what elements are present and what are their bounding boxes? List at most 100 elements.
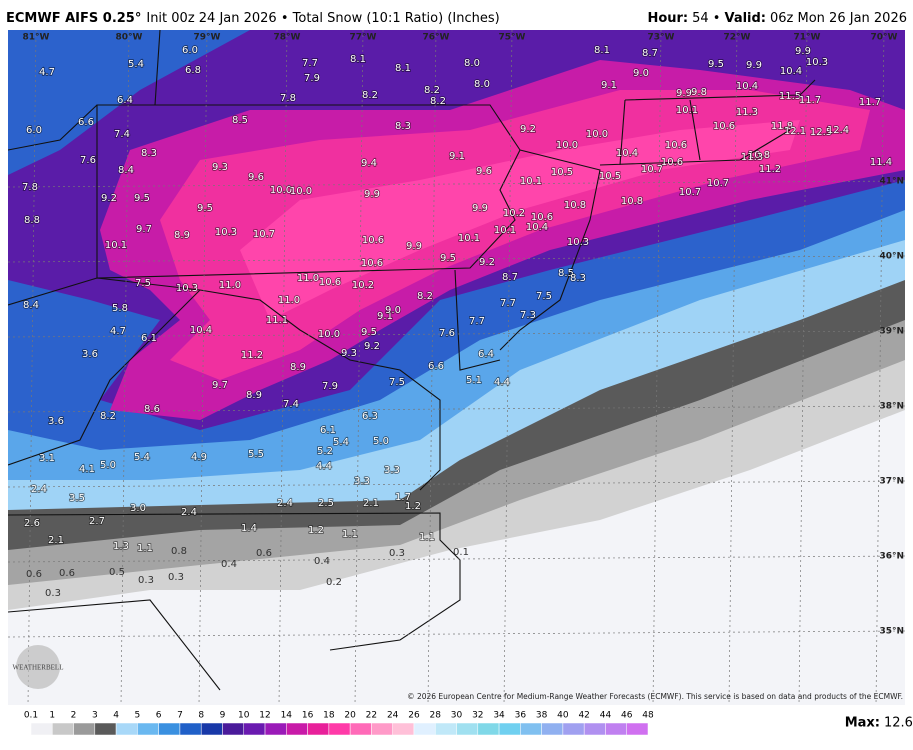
snow-total-label: 9.1: [449, 151, 465, 162]
value-labels: 4.7 5.4 6.0 6.8 6.4 6.6 6.0 7.4 7.6 7.8 8.8 8.3 8.4 9…: [21, 44, 893, 599]
header-left: ECMWF AIFS 0.25° Init 00z 24 Jan 2026 • T…: [6, 11, 500, 26]
snow-total-label: 0.3: [45, 588, 61, 599]
colorbar-tick-label: 20: [344, 711, 356, 721]
snow-total-label: 5.0: [100, 460, 116, 471]
snow-total-label: 6.0: [26, 125, 42, 136]
snow-total-label: 6.4: [117, 95, 133, 106]
longitude-label: 79°W: [194, 33, 221, 43]
snow-total-label: 9.5: [134, 193, 150, 204]
snow-total-label: 9.2: [101, 193, 117, 204]
colorbar-swatch: [434, 722, 457, 736]
run-info: Init 00z 24 Jan 2026 • Total Snow (10:1 …: [146, 11, 499, 26]
snow-total-label: 10.3: [567, 237, 589, 248]
longitude-label: 73°W: [648, 33, 675, 43]
snow-total-label: 8.5: [558, 268, 574, 279]
snow-total-label: 6.6: [428, 361, 444, 372]
colorbar-tick-label: 26: [408, 711, 420, 721]
snow-total-label: 10.4: [616, 148, 638, 159]
snow-total-label: 5.0: [373, 436, 389, 447]
longitude-label: 78°W: [274, 33, 301, 43]
colorbar-swatch: [30, 722, 53, 736]
colorbar-tick-label: 8: [198, 711, 204, 721]
colorbar-tick-label: 9: [220, 711, 226, 721]
snow-total-label: 11.5: [779, 91, 801, 102]
snow-total-label: 10.5: [551, 167, 573, 178]
snow-total-label: 2.4: [181, 507, 197, 518]
snow-total-label: 9.7: [212, 380, 228, 391]
snow-total-label: 2.6: [24, 518, 40, 529]
snow-total-label: 9.8: [691, 87, 707, 98]
snow-total-label: 7.6: [80, 155, 96, 166]
snow-total-label: 0.2: [326, 577, 342, 588]
snow-total-label: 0.1: [453, 547, 469, 558]
max-value: 12.6: [884, 716, 913, 731]
snow-total-label: 9.1: [601, 80, 617, 91]
snow-total-label: 8.4: [23, 300, 39, 311]
snow-total-label: 12.5: [810, 127, 832, 138]
snow-total-label: 11.2: [241, 350, 263, 361]
snow-total-label: 10.0: [586, 129, 608, 140]
colorbar-swatch: [371, 722, 393, 736]
state-border: [8, 30, 161, 306]
colorbar-tick-label: 34: [493, 711, 505, 721]
snow-total-label: 10.6: [661, 157, 683, 168]
snow-total-label: 10.1: [676, 105, 698, 116]
longitude-label: 70°W: [871, 33, 898, 43]
snow-total-label: 6.3: [362, 411, 378, 422]
snow-total-label: 1.1: [419, 532, 435, 543]
snow-total-label: 10.1: [494, 225, 516, 236]
colorbar-swatch: [115, 722, 138, 736]
snow-total-label: 4.7: [39, 67, 55, 78]
snow-total-label: 8.3: [141, 148, 157, 159]
snow-total-label: 7.7: [469, 316, 485, 327]
snow-total-label: 10.7: [641, 164, 663, 175]
latitude-label: 38°N: [879, 402, 904, 412]
snow-total-label: 10.7: [707, 178, 729, 189]
state-border: [8, 277, 441, 491]
snow-total-label: 12.1: [784, 126, 806, 137]
snow-total-label: 9.5: [440, 253, 456, 264]
colorbar-tick-label: 2: [71, 711, 77, 721]
latitude-label: 40°N: [879, 252, 904, 262]
snow-total-label: 11.0: [278, 295, 300, 306]
colorbar-tick-label: 10: [238, 711, 250, 721]
colorbar-swatch: [307, 722, 330, 736]
snow-total-label: 8.4: [118, 165, 134, 176]
snow-total-label: 11.7: [799, 95, 821, 106]
snow-total-label: 8.2: [424, 85, 440, 96]
colorbar-swatch: [477, 722, 500, 736]
snow-total-label: 5.4: [134, 452, 150, 463]
colorbar-swatch: [158, 722, 181, 736]
logo: WEATHERBELL: [13, 664, 64, 672]
snow-total-label: 6.6: [78, 117, 94, 128]
colorbar-swatch: [94, 722, 117, 736]
snow-total-label: 10.2: [503, 208, 525, 219]
snow-total-label: 0.4: [314, 556, 330, 567]
snow-total-label: 1.1: [137, 543, 153, 554]
snow-total-label: 9.6: [248, 172, 264, 183]
colorbar-tick-label: 5: [135, 711, 141, 721]
colorbar-tick-label: 46: [621, 711, 633, 721]
snow-total-label: 8.8: [24, 215, 40, 226]
colorbar-swatch: [52, 722, 74, 736]
snow-total-label: 10.0: [556, 140, 578, 151]
snow-total-label: 10.3: [176, 283, 198, 294]
snow-total-label: 1.3: [113, 541, 129, 552]
snow-total-label: 10.1: [105, 240, 127, 251]
snow-total-label: 0.3: [138, 575, 154, 586]
snow-total-label: 7.5: [135, 278, 151, 289]
header-right: Hour: 54 • Valid: 06z Mon 26 Jan 2026: [647, 11, 907, 26]
snow-total-label: 10.5: [599, 171, 621, 182]
snow-total-label: 7.4: [283, 399, 299, 410]
longitude-label: 71°W: [794, 33, 821, 43]
snow-total-label: 8.2: [430, 96, 446, 107]
longitude-label: 80°W: [116, 33, 143, 43]
snow-total-label: 11.3: [736, 107, 758, 118]
colorbar-swatch: [520, 722, 542, 736]
snow-total-label: 6.0: [182, 45, 198, 56]
snow-total-label: 8.6: [144, 404, 160, 415]
snow-total-label: 11.1: [266, 315, 288, 326]
snow-total-label: 9.2: [364, 341, 380, 352]
snow-total-label: 10.6: [713, 121, 735, 132]
